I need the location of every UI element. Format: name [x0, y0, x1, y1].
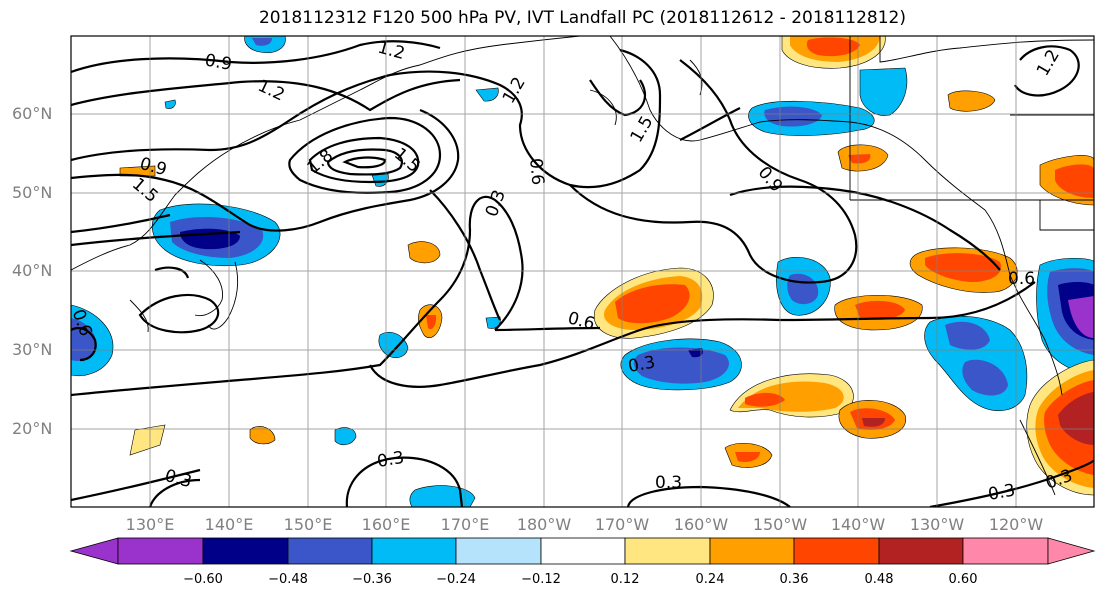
coastlines	[71, 36, 1094, 496]
contour-label: 0.6	[1008, 269, 1035, 289]
contour-label: 0.6	[566, 308, 597, 334]
contour-label: 0.3	[655, 473, 682, 493]
colorbar-tick-label: 0.12	[610, 572, 640, 587]
map-title: 2018112312 F120 500 hPa PV, IVT Landfall…	[258, 8, 906, 28]
lon-label: 140°E	[204, 515, 254, 534]
contour-label: 1.5	[627, 113, 658, 146]
contour-label: 0.3	[482, 187, 510, 219]
colorbar-tick-label: 0.24	[695, 572, 725, 587]
contour-label: 1.2	[1033, 46, 1064, 79]
lon-label: 160°W	[673, 515, 729, 534]
colorbar-tick-label: −0.24	[436, 572, 476, 587]
colorbar-tick-label: 0.48	[864, 572, 894, 587]
lon-label: 180°W	[516, 515, 572, 534]
map-frame	[70, 35, 1095, 508]
lon-label: 130°E	[125, 515, 175, 534]
lat-label: 40°N	[12, 261, 53, 280]
colorbar-tick-label: 0.60	[948, 572, 978, 587]
lon-label: 130°W	[909, 515, 965, 534]
colorbar-extend-high	[1047, 537, 1096, 565]
contour-label: 1.5	[390, 144, 424, 177]
colorbar-tick-label: −0.48	[268, 572, 308, 587]
lon-label: 140°W	[830, 515, 886, 534]
contour-label: 0.9	[754, 163, 787, 197]
graticule	[71, 36, 1094, 507]
lon-label: 170°E	[440, 515, 490, 534]
colorbar-tick-label: −0.36	[352, 572, 392, 587]
contour-label: 0.3	[376, 448, 406, 472]
contour-label: 1.2	[499, 74, 530, 107]
lon-label: 120°W	[988, 515, 1044, 534]
contour-label: 0.9	[203, 51, 233, 75]
lat-label: 20°N	[12, 419, 53, 438]
colorbar-tick-label: 0.36	[779, 572, 809, 587]
contour-label: 0.3	[627, 353, 657, 377]
colorbar-tick-label: −0.60	[183, 572, 223, 587]
lat-label: 60°N	[12, 104, 53, 123]
colorbar-tick-label: −0.12	[521, 572, 561, 587]
ivt-shading	[71, 36, 1094, 507]
lon-label: 160°E	[361, 515, 411, 534]
colorbar-extend-low	[69, 537, 119, 565]
lon-label: 150°W	[752, 515, 808, 534]
lon-label: 150°E	[283, 515, 333, 534]
lon-label: 170°W	[594, 515, 650, 534]
contour-label: 0.3	[987, 481, 1017, 505]
lat-label: 30°N	[12, 340, 53, 359]
colorbar	[69, 537, 1096, 565]
lat-label: 50°N	[12, 183, 53, 202]
contour-label: 1.8	[304, 146, 338, 179]
contour-label: 0.6	[525, 157, 547, 186]
